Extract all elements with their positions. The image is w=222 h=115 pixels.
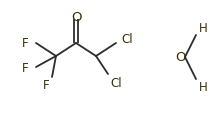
Text: F: F (43, 79, 49, 92)
Text: H: H (199, 81, 208, 94)
Text: O: O (71, 11, 81, 24)
Text: O: O (176, 51, 186, 64)
Text: H: H (199, 21, 208, 34)
Text: Cl: Cl (110, 77, 122, 90)
Text: F: F (22, 37, 28, 50)
Text: F: F (22, 62, 28, 75)
Text: Cl: Cl (121, 33, 133, 46)
